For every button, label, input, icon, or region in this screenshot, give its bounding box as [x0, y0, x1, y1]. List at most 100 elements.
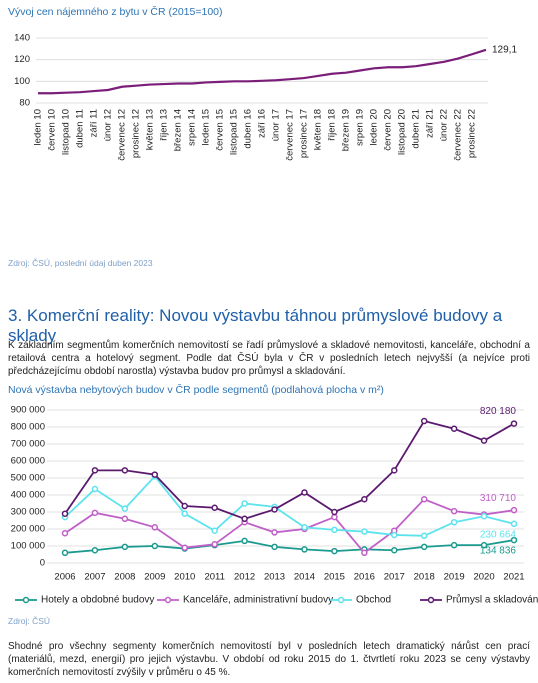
legend-marker	[337, 596, 345, 604]
x-tick-label: 2015	[324, 572, 345, 583]
x-tick-label: únor 17	[271, 109, 282, 141]
data-point	[480, 437, 488, 444]
series-line	[64, 474, 515, 537]
data-point	[450, 425, 458, 432]
x-tick-label: leden 10	[33, 109, 44, 145]
x-tick-label: 2009	[144, 572, 165, 583]
x-tick-label: 2010	[174, 572, 195, 583]
data-point	[391, 547, 398, 554]
data-point	[61, 549, 69, 557]
y-tick-label: 800 000	[11, 422, 45, 433]
x-tick-label: říjen 18	[327, 109, 338, 141]
data-point	[271, 543, 278, 551]
x-tick-label: březen 19	[341, 109, 352, 151]
y-tick-label: 600 000	[11, 456, 45, 467]
data-point	[301, 489, 308, 496]
x-tick-label: prosinec 22	[467, 109, 478, 158]
legend-label: Průmysl a skladování	[446, 594, 538, 606]
legend-marker	[427, 596, 435, 604]
x-tick-label: únor 12	[103, 109, 114, 141]
x-tick-label: 2018	[414, 572, 435, 583]
data-point	[361, 549, 368, 557]
x-tick-label: 2019	[444, 572, 465, 583]
data-point	[121, 515, 129, 523]
data-point	[211, 504, 218, 511]
x-tick-label: 2006	[54, 572, 75, 583]
data-point	[211, 527, 218, 534]
x-tick-label: listopad 15	[229, 109, 240, 155]
data-point	[450, 518, 458, 526]
y-tick-label: 300 000	[11, 507, 45, 518]
data-point	[301, 546, 308, 553]
data-point	[450, 507, 458, 515]
series-line	[38, 48, 487, 95]
x-tick-label: únor 22	[439, 109, 450, 141]
data-point	[91, 509, 99, 517]
data-point	[331, 547, 338, 555]
value-label: 129,1	[492, 44, 517, 55]
x-tick-label: 2021	[503, 572, 524, 583]
data-point	[420, 496, 428, 503]
x-tick-label: červenec 22	[453, 109, 464, 161]
x-tick-label: červen 10	[47, 109, 58, 151]
x-tick-label: říjen 13	[159, 109, 170, 141]
x-tick-label: srpen 14	[187, 109, 198, 146]
y-tick-label: 700 000	[11, 439, 45, 450]
data-point	[271, 529, 278, 536]
y-tick-label: 200 000	[11, 524, 45, 535]
data-point	[361, 496, 368, 503]
y-tick-label: 900 000	[11, 405, 45, 416]
chart: 0 100 000 200 000 300 000 400 000 500 000 600 …	[11, 405, 538, 606]
data-point	[331, 513, 338, 521]
x-tick-label: 2012	[234, 572, 255, 583]
x-tick-label: listopad 10	[61, 109, 72, 155]
data-point	[271, 506, 278, 513]
x-tick-label: 2017	[384, 572, 405, 583]
x-tick-label: listopad 20	[397, 109, 408, 155]
data-point	[211, 541, 218, 548]
x-tick-label: září 21	[425, 109, 436, 138]
data-point	[301, 524, 308, 531]
value-label: 820 180	[480, 406, 517, 417]
x-tick-label: duben 21	[411, 109, 422, 149]
y-tick-label: 0	[40, 558, 45, 569]
data-point	[61, 510, 69, 517]
data-point	[450, 541, 458, 549]
data-point	[331, 508, 338, 516]
x-tick-label: 2014	[294, 572, 315, 583]
x-tick-label: květen 13	[145, 109, 156, 150]
x-tick-label: květen 18	[313, 109, 324, 150]
x-tick-label: srpen 19	[355, 109, 366, 146]
x-tick-label: duben 11	[75, 109, 86, 148]
x-tick-label: červen 20	[383, 109, 394, 151]
x-tick-label: březen 14	[173, 109, 184, 151]
data-point	[391, 531, 398, 539]
paragraph: K základním segmentům komerčních nemovit…	[8, 340, 530, 377]
x-tick-label: leden 20	[369, 109, 380, 145]
data-point	[510, 536, 518, 544]
x-tick-label: 2016	[354, 572, 375, 583]
data-point	[121, 543, 129, 551]
paragraph: Shodné pro všechny segmenty komerčních n…	[8, 641, 530, 678]
data-point	[91, 485, 99, 493]
data-point	[420, 543, 428, 551]
data-point	[480, 541, 488, 549]
legend-marker	[22, 596, 30, 604]
section-heading: 3. Komerční reality: Novou výstavbu táhn…	[8, 306, 503, 345]
series-line	[64, 420, 515, 520]
data-point	[241, 537, 248, 545]
y-tick-label: 400 000	[11, 490, 45, 501]
data-point	[151, 542, 159, 550]
data-point	[510, 520, 518, 528]
data-point	[91, 547, 99, 554]
x-tick-label: 2007	[84, 572, 105, 583]
series-line	[64, 539, 515, 554]
data-point	[480, 513, 488, 520]
value-label: 310 710	[480, 493, 517, 504]
y-tick-label: 140	[14, 33, 30, 44]
x-tick-label: červenec 17	[285, 109, 296, 161]
y-tick-label: 500 000	[11, 473, 45, 484]
x-tick-label: 2020	[473, 572, 494, 583]
